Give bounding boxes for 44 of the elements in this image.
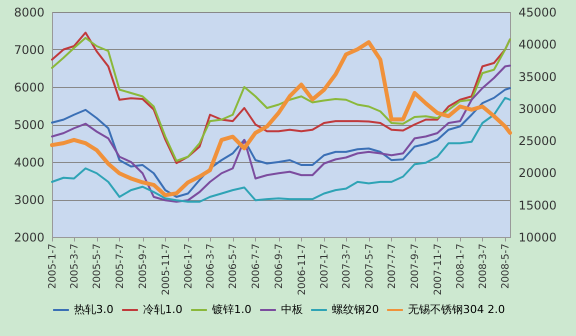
x-tick-label: 2007-11-7: [432, 244, 444, 296]
y-tick-label: 7000: [14, 43, 44, 57]
line-series: [51, 64, 511, 203]
x-tick-label: 2005-9-7: [138, 244, 150, 289]
x-tick-label: 2007-3-7: [342, 244, 353, 289]
x-tick-label: 2005-1-7: [48, 244, 58, 289]
x-tick-label: 2008-1-7: [456, 244, 467, 289]
x-tick-label: 2006-5-7: [228, 244, 240, 289]
x-tick-label: 2008-5-7: [500, 244, 512, 289]
x-tick-label: 2007-5-7: [364, 244, 376, 289]
y2-tick-label: 10000: [518, 230, 557, 244]
y-tick-label: 8000: [14, 6, 44, 20]
x-tick-label: 2006-3-7: [206, 244, 217, 289]
x-tick-label: 2007-7-7: [386, 244, 398, 289]
y2-tick-label: 40000: [518, 38, 557, 52]
y-tick-label: 2000: [14, 230, 44, 244]
y2-tick-label: 30000: [518, 102, 557, 116]
y-tick-label: 3000: [14, 193, 44, 207]
legend-label: 中板: [281, 303, 303, 316]
y-tick-label: 5000: [14, 118, 44, 132]
legend-label: 无锡不锈钢304 2.0: [408, 303, 505, 316]
x-tick-label: 2005-11-7: [160, 244, 172, 296]
y2-tick-label: 20000: [518, 166, 557, 180]
y-tick-label: 4000: [14, 156, 44, 170]
line-series: [50, 40, 512, 198]
x-tick-label: 2006-9-7: [274, 244, 286, 289]
legend-label: 螺纹钢20: [332, 303, 379, 316]
x-tick-label: 2005-3-7: [69, 244, 80, 289]
x-tick-label: 2008-3-7: [478, 244, 489, 289]
x-tick-label: 2005-5-7: [92, 244, 104, 289]
y2-tick-label: 25000: [518, 134, 557, 148]
legend-label: 镀锌1.0: [211, 303, 252, 316]
y2-tick-label: 45000: [518, 6, 557, 20]
x-tick-label: 2006-7-7: [250, 244, 262, 289]
legend-label: 热轧3.0: [74, 303, 114, 316]
x-tick-label: 2006-1-7: [184, 244, 195, 289]
y2-tick-label: 35000: [518, 70, 557, 84]
x-tick-label: 2006-11-7: [296, 244, 308, 296]
legend-label: 冷轧1.0: [143, 303, 182, 316]
x-tick-label: 2005-7-7: [114, 244, 126, 289]
y-tick-label: 6000: [14, 80, 44, 94]
y2-tick-label: 15000: [518, 198, 557, 212]
x-tick-label: 2007-1-7: [320, 244, 331, 289]
x-tick-label: 2007-9-7: [410, 244, 422, 289]
